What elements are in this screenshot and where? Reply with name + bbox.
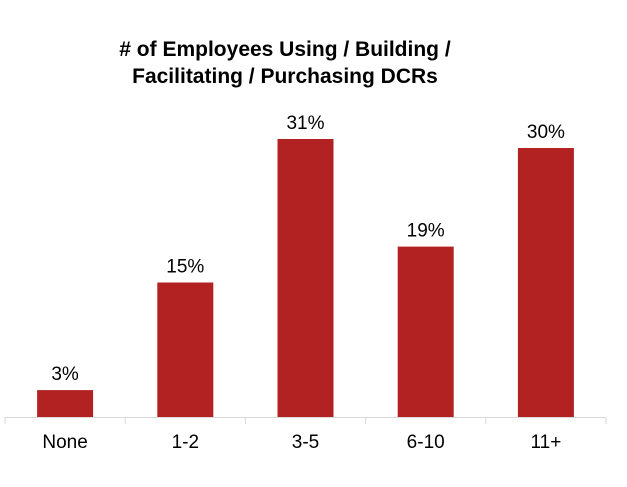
x-tick-labels-group: None 1-2 3-5 6-10 11+ <box>42 432 561 453</box>
bar-none <box>37 390 94 417</box>
bar-3-5 <box>277 139 334 417</box>
x-tick-label-11: 11+ <box>530 432 561 453</box>
bars-group <box>37 139 574 417</box>
bar-6-10 <box>397 246 454 417</box>
x-axis <box>4 417 607 424</box>
bar-11 <box>517 148 574 417</box>
data-label-11: 30% <box>527 122 565 143</box>
x-tick-label-none: None <box>42 432 87 453</box>
x-tick-label-1-2: 1-2 <box>172 432 199 453</box>
chart-title: # of Employees Using / Building / Facili… <box>60 36 510 90</box>
data-label-none: 3% <box>51 364 79 385</box>
chart-title-line-2: Facilitating / Purchasing DCRs <box>132 65 438 88</box>
data-labels-group: 3% 15% 31% 19% 30% <box>51 113 565 385</box>
data-label-6-10: 19% <box>407 221 445 242</box>
bar-1-2 <box>157 282 214 417</box>
x-tick-label-3-5: 3-5 <box>292 432 319 453</box>
data-label-1-2: 15% <box>166 257 204 278</box>
data-label-3-5: 31% <box>286 113 324 134</box>
chart-title-line-1: # of Employees Using / Building / <box>119 38 451 61</box>
x-tick-label-6-10: 6-10 <box>407 432 445 453</box>
